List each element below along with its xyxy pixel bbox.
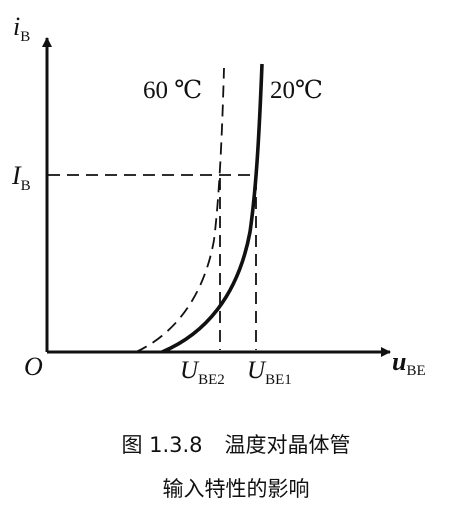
curve-20c bbox=[161, 63, 264, 354]
origin-label: O bbox=[24, 352, 43, 381]
caption-line-2: 输入特性的影响 bbox=[163, 477, 310, 501]
ube2-label-main: U bbox=[180, 357, 200, 384]
ube2-label: UBE2 bbox=[180, 357, 225, 388]
caption-figure-number: 图 1.3.8 bbox=[121, 433, 202, 457]
x-axis-label: uBE bbox=[392, 347, 426, 379]
curve-60c-label: 60 ℃ bbox=[143, 77, 202, 104]
y-axis-label-main: i bbox=[13, 12, 20, 41]
ib-label-main: I bbox=[11, 161, 22, 190]
x-axis-label-main: u bbox=[392, 347, 406, 376]
ib-label: IB bbox=[11, 161, 31, 194]
x-axis-label-sub: BE bbox=[406, 363, 425, 379]
ib-label-sub: B bbox=[21, 178, 31, 194]
ube1-label: UBE1 bbox=[247, 357, 292, 388]
curve-60c bbox=[135, 67, 225, 353]
ube2-label-sub: BE2 bbox=[198, 372, 225, 388]
ube1-label-main: U bbox=[247, 357, 267, 384]
y-axis-label-sub: B bbox=[20, 29, 30, 45]
curve-20c-label: 20℃ bbox=[270, 77, 323, 104]
caption-title: 温度对晶体管 bbox=[225, 433, 351, 457]
caption-line-1: 图 1.3.8 温度对晶体管 bbox=[121, 433, 350, 457]
ube1-label-sub: BE1 bbox=[265, 372, 292, 388]
y-axis-label: iB bbox=[13, 12, 30, 45]
